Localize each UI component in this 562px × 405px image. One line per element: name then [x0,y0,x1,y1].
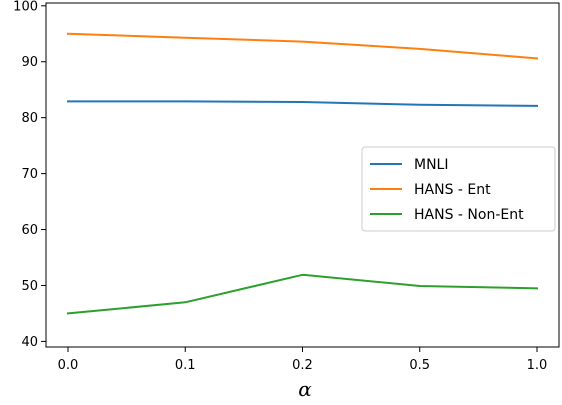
plot-area [66,32,539,315]
x-axis-label: α [298,377,312,401]
series-line-1 [67,100,539,107]
x-tick-label: 0.5 [409,358,430,373]
axes: 40 50 60 70 80 90 100 0.0 0.1 0.2 0.5 1.0 [13,0,560,373]
x-tick-label: 0.0 [58,358,79,373]
legend-label-2: HANS - Ent [414,182,491,198]
y-tick-label: 60 [21,223,38,238]
x-tick-label: 1.0 [527,358,548,373]
legend: MNLI HANS - Ent HANS - Non-Ent [361,146,556,232]
y-tick-label: 50 [21,279,38,294]
series-line-2 [66,32,539,60]
y-tick-label: 40 [21,335,38,350]
y-tick-label: 90 [21,55,38,70]
legend-label-1: MNLI [414,157,448,173]
x-tick-label: 0.2 [292,358,313,373]
legend-label-3: HANS - Non-Ent [414,207,524,223]
series-line-3 [66,273,539,315]
legend-box [361,146,556,232]
y-tick-label: 100 [13,0,38,14]
y-tick-label: 80 [21,111,38,126]
y-tick-label: 70 [21,167,38,182]
x-tick-label: 0.1 [175,358,196,373]
